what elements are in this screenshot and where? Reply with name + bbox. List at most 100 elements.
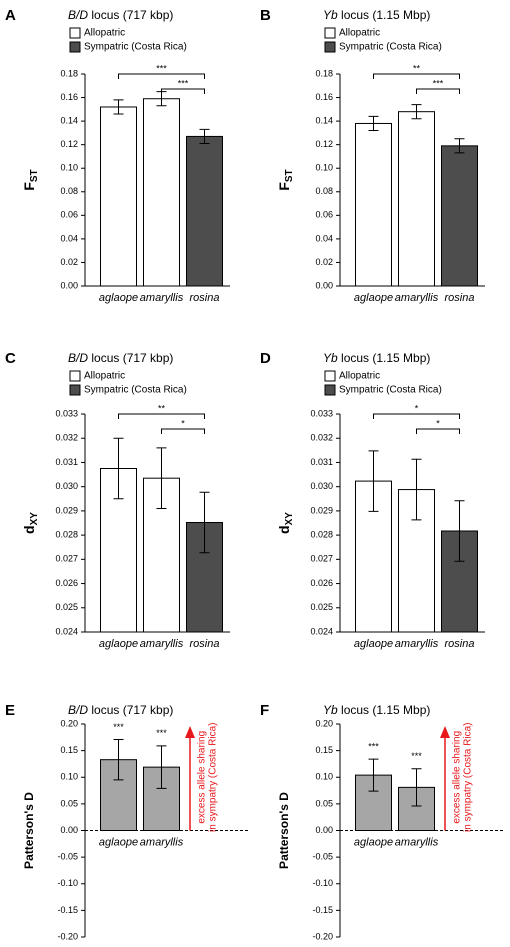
error-bar: [113, 437, 124, 500]
panel-letter: B: [260, 7, 271, 24]
panel-letter: F: [260, 702, 269, 719]
y-tick-label: 0.18: [315, 68, 333, 78]
significance-label: ***: [368, 742, 379, 752]
y-tick-label: 0.00: [315, 280, 333, 290]
bar: [398, 111, 435, 287]
y-tick-label: 0.029: [310, 505, 333, 515]
legend-swatch: [69, 27, 81, 39]
y-tick-label: 0.10: [315, 163, 333, 173]
panel-letter: D: [260, 350, 271, 367]
title-rest: locus (1.15 Mbp): [338, 703, 431, 717]
y-tick-label: 0.030: [55, 481, 78, 491]
y-axis-label: FST: [276, 169, 295, 190]
error-bar: [411, 458, 422, 521]
arrow-head: [185, 726, 195, 738]
arrow-label: in sympatry (Costa Rica): [463, 723, 474, 832]
legend-label: Sympatric (Costa Rica): [84, 385, 187, 396]
bar: [100, 106, 137, 287]
panel-title: B/D locus (717 kbp): [68, 8, 173, 22]
y-axis-label: Patterson's D: [277, 792, 291, 869]
x-tick-label: amaryllis: [140, 638, 184, 650]
significance-bracket: [373, 413, 460, 419]
y-tick-label: 0.14: [315, 115, 333, 125]
x-tick-label: aglaope: [354, 638, 393, 650]
y-label-sub: XY: [29, 512, 40, 526]
significance-label: ***: [433, 78, 444, 88]
panel-title: Yb locus (1.15 Mbp): [323, 351, 430, 365]
y-tick-label: 0.20: [60, 718, 78, 728]
y-tick-label: 0.08: [315, 186, 333, 196]
y-tick-label: 0.02: [315, 257, 333, 267]
error-bar: [368, 450, 379, 512]
bar: [355, 122, 392, 287]
y-tick-label: -0.10: [312, 878, 333, 888]
error-bar: [368, 758, 379, 792]
bar: [143, 98, 180, 287]
legend-swatch: [324, 41, 336, 53]
bar: [186, 135, 223, 287]
x-tick-label: rosina: [445, 638, 475, 650]
y-tick-label: -0.15: [57, 905, 78, 915]
panel: C B/D locus (717 kbp) Allopatric Sympatric …: [5, 350, 230, 650]
y-axis-label: FST: [21, 169, 40, 190]
title-locus: Yb: [323, 703, 338, 717]
legend-swatch: [69, 384, 81, 396]
title-rest: locus (1.15 Mbp): [338, 351, 431, 365]
significance-bracket: [416, 428, 460, 434]
y-tick-label: 0.15: [60, 745, 78, 755]
legend-swatch: [324, 27, 336, 39]
x-tick-label: aglaope: [99, 836, 138, 848]
panel: F Yb locus (1.15 Mbp) Patterson's D 0.20 0.1…: [260, 702, 503, 941]
arrow-label: excess allele sharing: [197, 731, 208, 824]
title-locus: Yb: [323, 8, 338, 22]
y-tick-label: 0.028: [55, 529, 78, 539]
y-tick-label: 0.026: [310, 578, 333, 588]
error-bar: [199, 491, 210, 554]
legend-swatch: [69, 41, 81, 53]
y-tick-label: 0.12: [315, 139, 333, 149]
error-bar: [156, 745, 167, 789]
title-locus: B/D: [68, 351, 88, 365]
y-tick-label: 0.08: [60, 186, 78, 196]
y-label-main: Patterson's D: [22, 792, 36, 869]
arrow-label: excess allele sharing: [452, 731, 463, 824]
error-bar: [454, 500, 465, 562]
y-tick-label: -0.05: [312, 852, 333, 862]
significance-label: *: [436, 418, 440, 428]
y-tick-label: 0.06: [315, 210, 333, 220]
y-tick-label: 0.032: [310, 433, 333, 443]
panel-letter: C: [5, 350, 16, 367]
title-rest: locus (717 kbp): [88, 703, 173, 717]
bar: [186, 522, 223, 633]
x-tick-label: amaryllis: [140, 836, 184, 848]
significance-bracket: [118, 413, 205, 419]
legend-label: Sympatric (Costa Rica): [339, 42, 442, 53]
legend-label: Allopatric: [84, 371, 125, 382]
legend-swatch: [324, 370, 336, 382]
y-tick-label: 0.14: [60, 115, 78, 125]
y-tick-label: 0.06: [60, 210, 78, 220]
y-tick-label: 0.024: [55, 626, 78, 636]
y-axis-label: dXY: [21, 512, 40, 534]
y-tick-label: -0.10: [57, 878, 78, 888]
y-label-sub: ST: [284, 169, 295, 182]
significance-bracket: [161, 88, 205, 94]
panel-title: Yb locus (1.15 Mbp): [323, 8, 430, 22]
significance-label: ***: [156, 63, 167, 73]
significance-bracket: [373, 73, 460, 79]
y-label-main: Patterson's D: [277, 792, 291, 869]
panel: B Yb locus (1.15 Mbp) Allopatric Sympatric …: [260, 7, 485, 304]
y-tick-label: 0.04: [315, 233, 333, 243]
y-tick-label: 0.00: [60, 825, 78, 835]
panel: D Yb locus (1.15 Mbp) Allopatric Sympatric …: [260, 350, 485, 650]
arrow-label: in sympatry (Costa Rica): [208, 723, 219, 832]
y-label-sub: ST: [29, 169, 40, 182]
y-tick-label: 0.02: [60, 257, 78, 267]
y-label-main: F: [276, 182, 292, 191]
y-tick-label: 0.028: [310, 529, 333, 539]
y-tick-label: 0.025: [310, 602, 333, 612]
error-bar: [411, 104, 422, 120]
panel: E B/D locus (717 kbp) Patterson's D 0.20 0.1…: [5, 702, 248, 941]
x-tick-label: amaryllis: [140, 292, 184, 304]
